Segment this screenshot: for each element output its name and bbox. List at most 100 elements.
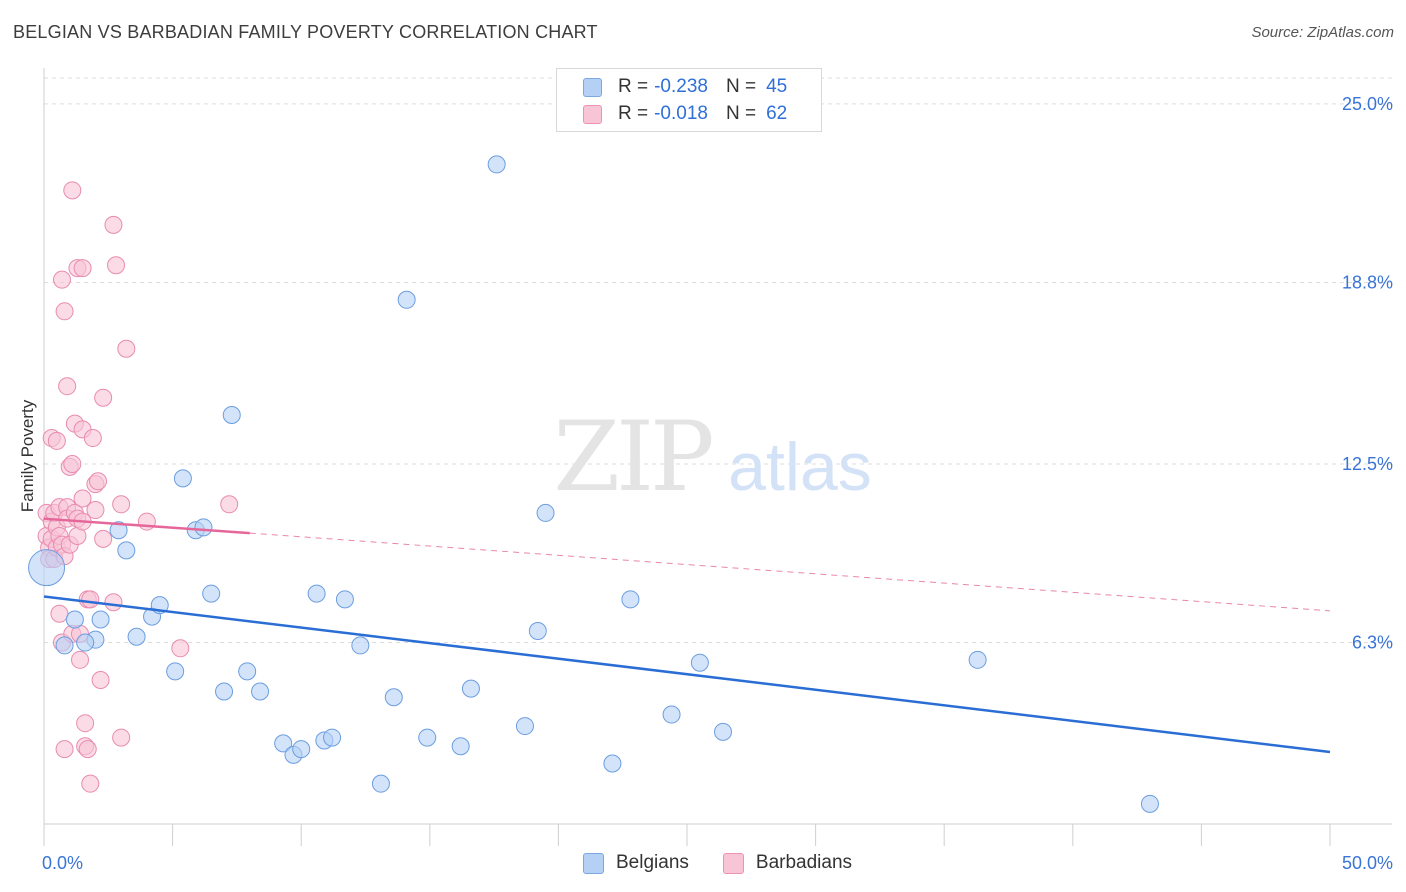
y-tick-label: 25.0%: [1342, 94, 1393, 114]
r-value: -0.238: [654, 76, 708, 97]
belgian-point: [371, 774, 390, 793]
r-value: -0.018: [654, 103, 708, 124]
belgian-point: [536, 503, 555, 522]
chart-title: BELGIAN VS BARBADIAN FAMILY POVERTY CORR…: [13, 22, 598, 42]
belgian-point: [418, 728, 437, 747]
belgian-point: [335, 590, 354, 609]
belgians-swatch: [583, 77, 602, 97]
watermark: ZIP atlas: [553, 401, 871, 513]
barbadians-trendline: [43, 517, 250, 535]
belgian-point: [202, 584, 221, 603]
belgian-point: [1140, 794, 1159, 813]
belgian-point: [307, 584, 326, 603]
belgian-point: [65, 610, 84, 629]
y-axis-label: Family Poverty: [18, 399, 37, 513]
barbadian-point: [112, 495, 131, 514]
belgian-point: [662, 705, 681, 724]
y-tick-label: 6.3%: [1352, 633, 1393, 653]
axes: [43, 68, 1392, 846]
belgian-point: [117, 541, 136, 560]
belgian-point: [528, 622, 547, 641]
barbadian-point: [63, 181, 82, 200]
barbadian-point: [89, 472, 108, 491]
n-label: N =: [725, 103, 757, 124]
gridlines: [44, 77, 1392, 644]
belgian-point: [461, 679, 480, 698]
watermark-atlas: atlas: [728, 429, 872, 505]
barbadian-point: [112, 728, 131, 747]
belgians-points: [28, 155, 1159, 813]
barbadians-trendline-extension: [249, 532, 1331, 612]
barbadian-point: [117, 339, 136, 358]
belgian-point: [55, 636, 74, 655]
barbadian-point: [78, 740, 97, 759]
belgian-point: [215, 682, 234, 701]
x-tick-label: 50.0%: [1342, 853, 1393, 873]
belgian-point: [28, 549, 66, 587]
belgian-point: [384, 688, 403, 707]
belgian-point: [714, 722, 733, 741]
belgian-point: [323, 728, 342, 747]
belgian-point: [690, 653, 709, 672]
belgian-point: [173, 469, 192, 488]
belgians-swatch: [583, 852, 604, 874]
belgian-point: [487, 155, 506, 174]
r-label: R =: [618, 76, 649, 97]
legend-label-belgians: Belgians: [616, 852, 689, 873]
barbadians-swatch: [722, 852, 744, 874]
barbadian-point: [86, 501, 105, 520]
r-label: R =: [618, 103, 649, 124]
barbadian-point: [58, 377, 77, 396]
barbadian-point: [104, 593, 123, 612]
barbadian-point: [53, 270, 72, 289]
belgians-trendline: [43, 595, 1331, 754]
x-tick-label: 0.0%: [42, 853, 83, 873]
barbadian-point: [91, 670, 110, 689]
barbadian-point: [47, 431, 66, 450]
belgian-point: [292, 740, 311, 759]
barbadian-point: [76, 714, 95, 733]
belgian-point: [515, 717, 534, 736]
n-value: 62: [766, 103, 788, 124]
barbadian-point: [104, 215, 123, 234]
barbadian-point: [71, 650, 90, 669]
barbadian-point: [50, 604, 69, 623]
belgian-point: [166, 662, 185, 681]
barbadian-point: [94, 388, 113, 407]
belgian-point: [91, 610, 110, 629]
legend-item-barbadians: Barbadians: [722, 852, 853, 874]
barbadian-point: [73, 489, 92, 508]
barbadian-point: [94, 529, 113, 548]
belgian-point: [251, 682, 270, 701]
belgian-point: [274, 734, 293, 753]
barbadian-point: [63, 454, 82, 473]
belgian-point: [222, 405, 241, 424]
legend-row-barbadians: R = -0.018 N = 62: [583, 102, 787, 126]
barbadians-points: [37, 181, 239, 793]
tick-labels: 6.3% 12.5% 18.8% 25.0% 0.0% 50.0%: [42, 94, 1393, 873]
barbadian-point: [171, 639, 190, 658]
belgian-point: [603, 754, 622, 773]
belgian-point: [76, 633, 95, 652]
legend-row-belgians: R = -0.238 N = 45: [583, 75, 787, 99]
series-legend: Belgians Barbadians: [583, 852, 886, 874]
belgian-point: [397, 290, 416, 309]
barbadian-point: [55, 302, 74, 321]
barbadian-point: [220, 495, 239, 514]
source-label: Source: ZipAtlas.com: [1251, 24, 1394, 41]
y-tick-label: 18.8%: [1342, 273, 1393, 293]
barbadian-point: [73, 259, 92, 278]
belgian-point: [194, 518, 213, 537]
legend-label-barbadians: Barbadians: [755, 852, 853, 873]
y-tick-label: 12.5%: [1342, 454, 1393, 474]
barbadian-point: [83, 429, 102, 448]
barbadian-point: [81, 774, 100, 793]
belgian-point: [351, 636, 370, 655]
n-value: 45: [766, 76, 788, 97]
legend-item-belgians: Belgians: [583, 852, 689, 874]
belgian-point: [451, 737, 470, 756]
correlation-legend: R = -0.238 N = 45 R = -0.018 N = 62: [556, 68, 822, 132]
barbadians-swatch: [583, 104, 602, 124]
watermark-zip: ZIP: [553, 401, 712, 513]
